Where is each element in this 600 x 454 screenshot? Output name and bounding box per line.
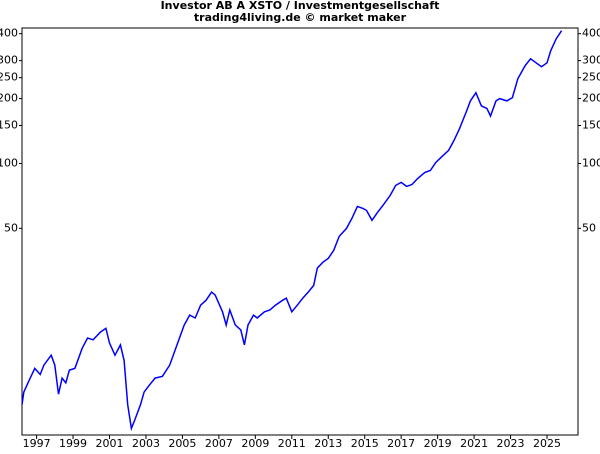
x-tick-label: 2009	[241, 437, 269, 450]
x-tick-label: 1997	[23, 437, 51, 450]
x-tick-label: 2017	[387, 437, 415, 450]
x-tick-label: 2005	[168, 437, 196, 450]
y-tick-label: 300	[0, 54, 18, 67]
y-tick-label: 200	[0, 92, 18, 105]
x-tick-label: 2019	[424, 437, 452, 450]
x-tick-label: 2015	[351, 437, 379, 450]
y-tick-label: 150	[0, 119, 18, 132]
y2-tick-label: 250	[582, 71, 600, 84]
y2-tick-label: 400	[582, 27, 600, 40]
y2-tick-label: 150	[582, 119, 600, 132]
x-tick-label: 2013	[314, 437, 342, 450]
y-tick-label: 400	[0, 27, 18, 40]
x-tick-label: 2011	[278, 437, 306, 450]
x-tick-label: 2001	[96, 437, 124, 450]
y2-tick-label: 50	[582, 221, 596, 234]
x-tick-label: 2003	[132, 437, 160, 450]
y-tick-label: 100	[0, 156, 18, 169]
y2-tick-label: 100	[582, 156, 600, 169]
y-tick-label: 50	[4, 221, 18, 234]
y2-tick-label: 300	[582, 54, 600, 67]
chart-subtitle: trading4living.de © market maker	[194, 11, 407, 24]
price-line	[21, 30, 563, 432]
x-tick-label: 2023	[497, 437, 525, 450]
x-tick-label: 2021	[460, 437, 488, 450]
y2-tick-label: 200	[582, 92, 600, 105]
x-tick-label: 1999	[59, 437, 87, 450]
plot-frame	[21, 27, 579, 436]
x-tick-label: 2007	[205, 437, 233, 450]
chart-title: Investor AB A XSTO / Investmentgesellsch…	[161, 0, 440, 12]
y-tick-label: 250	[0, 71, 18, 84]
x-tick-label: 2025	[533, 437, 561, 450]
